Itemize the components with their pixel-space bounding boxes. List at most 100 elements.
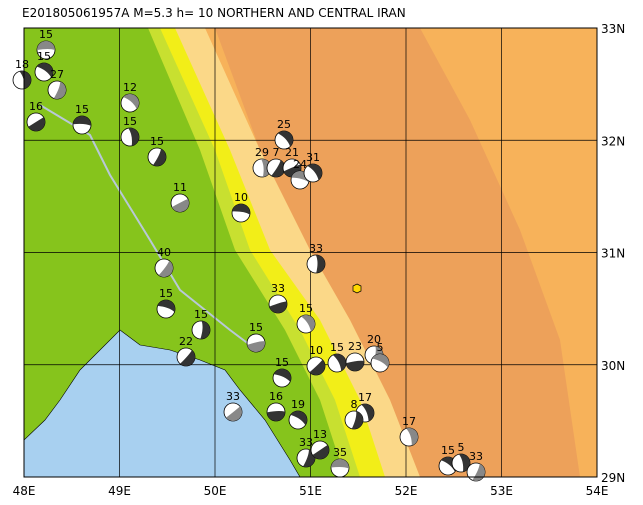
beachball-quadrant [271, 160, 285, 177]
depth-label: 15 [249, 321, 263, 334]
depth-label: 15 [37, 50, 51, 63]
beachball-quadrant [301, 315, 315, 332]
focal-mechanism: 15 [36, 28, 56, 60]
beachball-quadrant [351, 411, 363, 429]
beachball-quadrant [267, 410, 285, 421]
focal-mechanism: 15 [72, 103, 92, 135]
beachball-quadrant [53, 81, 66, 99]
focal-mechanism: 15 [120, 115, 140, 147]
focal-mechanism: 15 [156, 287, 176, 319]
focal-mechanism: 33 [466, 450, 486, 482]
beachball-quadrant [312, 444, 330, 460]
depth-label: 20 [367, 333, 381, 346]
depth-label: 33 [469, 450, 483, 463]
beachball-quadrant [73, 116, 91, 126]
beachball-quadrant [361, 404, 375, 422]
beachball-quadrant [307, 164, 322, 181]
depth-label: 7 [273, 146, 280, 159]
depth-label: 5 [458, 441, 465, 454]
depth-label: 15 [299, 302, 313, 315]
depth-label: 8 [351, 398, 358, 411]
depth-label: 27 [50, 68, 64, 81]
focal-mechanism: 16 [266, 390, 286, 422]
y-axis-label: 30N [601, 359, 625, 373]
beachball-quadrant [273, 369, 291, 382]
beachball-quadrant [315, 255, 325, 273]
depth-label: 31 [306, 151, 320, 164]
focal-mechanism: 11 [170, 181, 190, 213]
depth-label: 11 [173, 181, 187, 194]
depth-label: 5 [377, 341, 384, 354]
depth-label: 18 [15, 58, 29, 71]
focal-mechanism: 23 [345, 340, 365, 372]
depth-label: 40 [157, 246, 171, 259]
x-axis-label: 52E [395, 484, 418, 498]
depth-label: 12 [123, 81, 137, 94]
depth-label: 24 [293, 158, 307, 171]
depth-label: 35 [333, 446, 347, 459]
focal-mechanism: 15 [327, 341, 347, 373]
beachball-quadrant [406, 428, 418, 446]
x-axis-label: 54E [586, 484, 609, 498]
focal-mechanism: 40 [154, 246, 174, 278]
depth-label: 15 [150, 135, 164, 148]
beachball-quadrant [247, 341, 265, 352]
depth-label: 16 [269, 390, 283, 403]
focal-mechanism: 5 [451, 441, 471, 473]
gulf-water [24, 329, 301, 477]
beachball-quadrant [158, 260, 174, 278]
focal-mechanism: 15 [191, 308, 211, 340]
depth-label: 19 [291, 398, 305, 411]
depth-label: 15 [441, 444, 455, 457]
depth-label: 17 [358, 391, 372, 404]
depth-label: 13 [313, 428, 327, 441]
focal-mechanism: 15 [246, 321, 266, 353]
focal-mechanism: 33 [268, 282, 288, 314]
x-axis-label: 50E [204, 484, 227, 498]
y-axis-label: 29N [601, 471, 625, 485]
focal-mechanism: 13 [310, 428, 330, 460]
depth-label: 33 [226, 390, 240, 403]
focal-mechanism: 35 [330, 446, 350, 478]
depth-label: 21 [285, 146, 299, 159]
y-axis-label: 32N [601, 134, 625, 148]
beachball-quadrant [36, 63, 53, 78]
beachball-quadrant [123, 94, 139, 110]
x-axis-label: 48E [13, 484, 36, 498]
beachball-quadrant [19, 71, 31, 89]
beachball-quadrant [269, 301, 287, 313]
beachball-quadrant [346, 360, 365, 372]
depth-label: 15 [275, 356, 289, 369]
focal-mechanism: 15 [147, 135, 167, 167]
depth-label: 22 [179, 335, 193, 348]
depth-label: 16 [29, 100, 43, 113]
beachball-quadrant [232, 204, 250, 215]
map-title: E201805061957A M=5.3 h= 10 NORTHERN AND … [22, 6, 406, 20]
focal-mechanism: 5 [370, 341, 390, 373]
beachball-quadrant [277, 131, 293, 147]
focal-mechanism: 22 [176, 335, 196, 367]
focal-mechanism: 31 [303, 151, 323, 183]
focal-mechanism: 33 [306, 242, 326, 274]
x-axis-label: 51E [299, 484, 322, 498]
focal-mechanism: 25 [274, 118, 294, 150]
depth-label: 33 [271, 282, 285, 295]
beachball-quadrant [290, 411, 307, 426]
focal-mechanism: 15 [272, 356, 292, 388]
focal-mechanism: 17 [399, 415, 419, 447]
depth-label: 15 [159, 287, 173, 300]
depth-label: 29 [255, 146, 269, 159]
focal-mechanism: 8 [344, 398, 364, 430]
depth-label: 15 [39, 28, 53, 41]
focal-mechanism: 12 [120, 81, 140, 113]
x-axis-label: 53E [490, 484, 513, 498]
depth-label: 25 [277, 118, 291, 131]
beachball-quadrant [180, 350, 195, 366]
y-axis-label: 33N [601, 22, 625, 36]
beachball-quadrant [458, 454, 470, 472]
focal-mechanism: 24 [290, 158, 310, 190]
focal-mechanism: 7 [266, 146, 286, 178]
beachball-quadrant [128, 128, 139, 146]
